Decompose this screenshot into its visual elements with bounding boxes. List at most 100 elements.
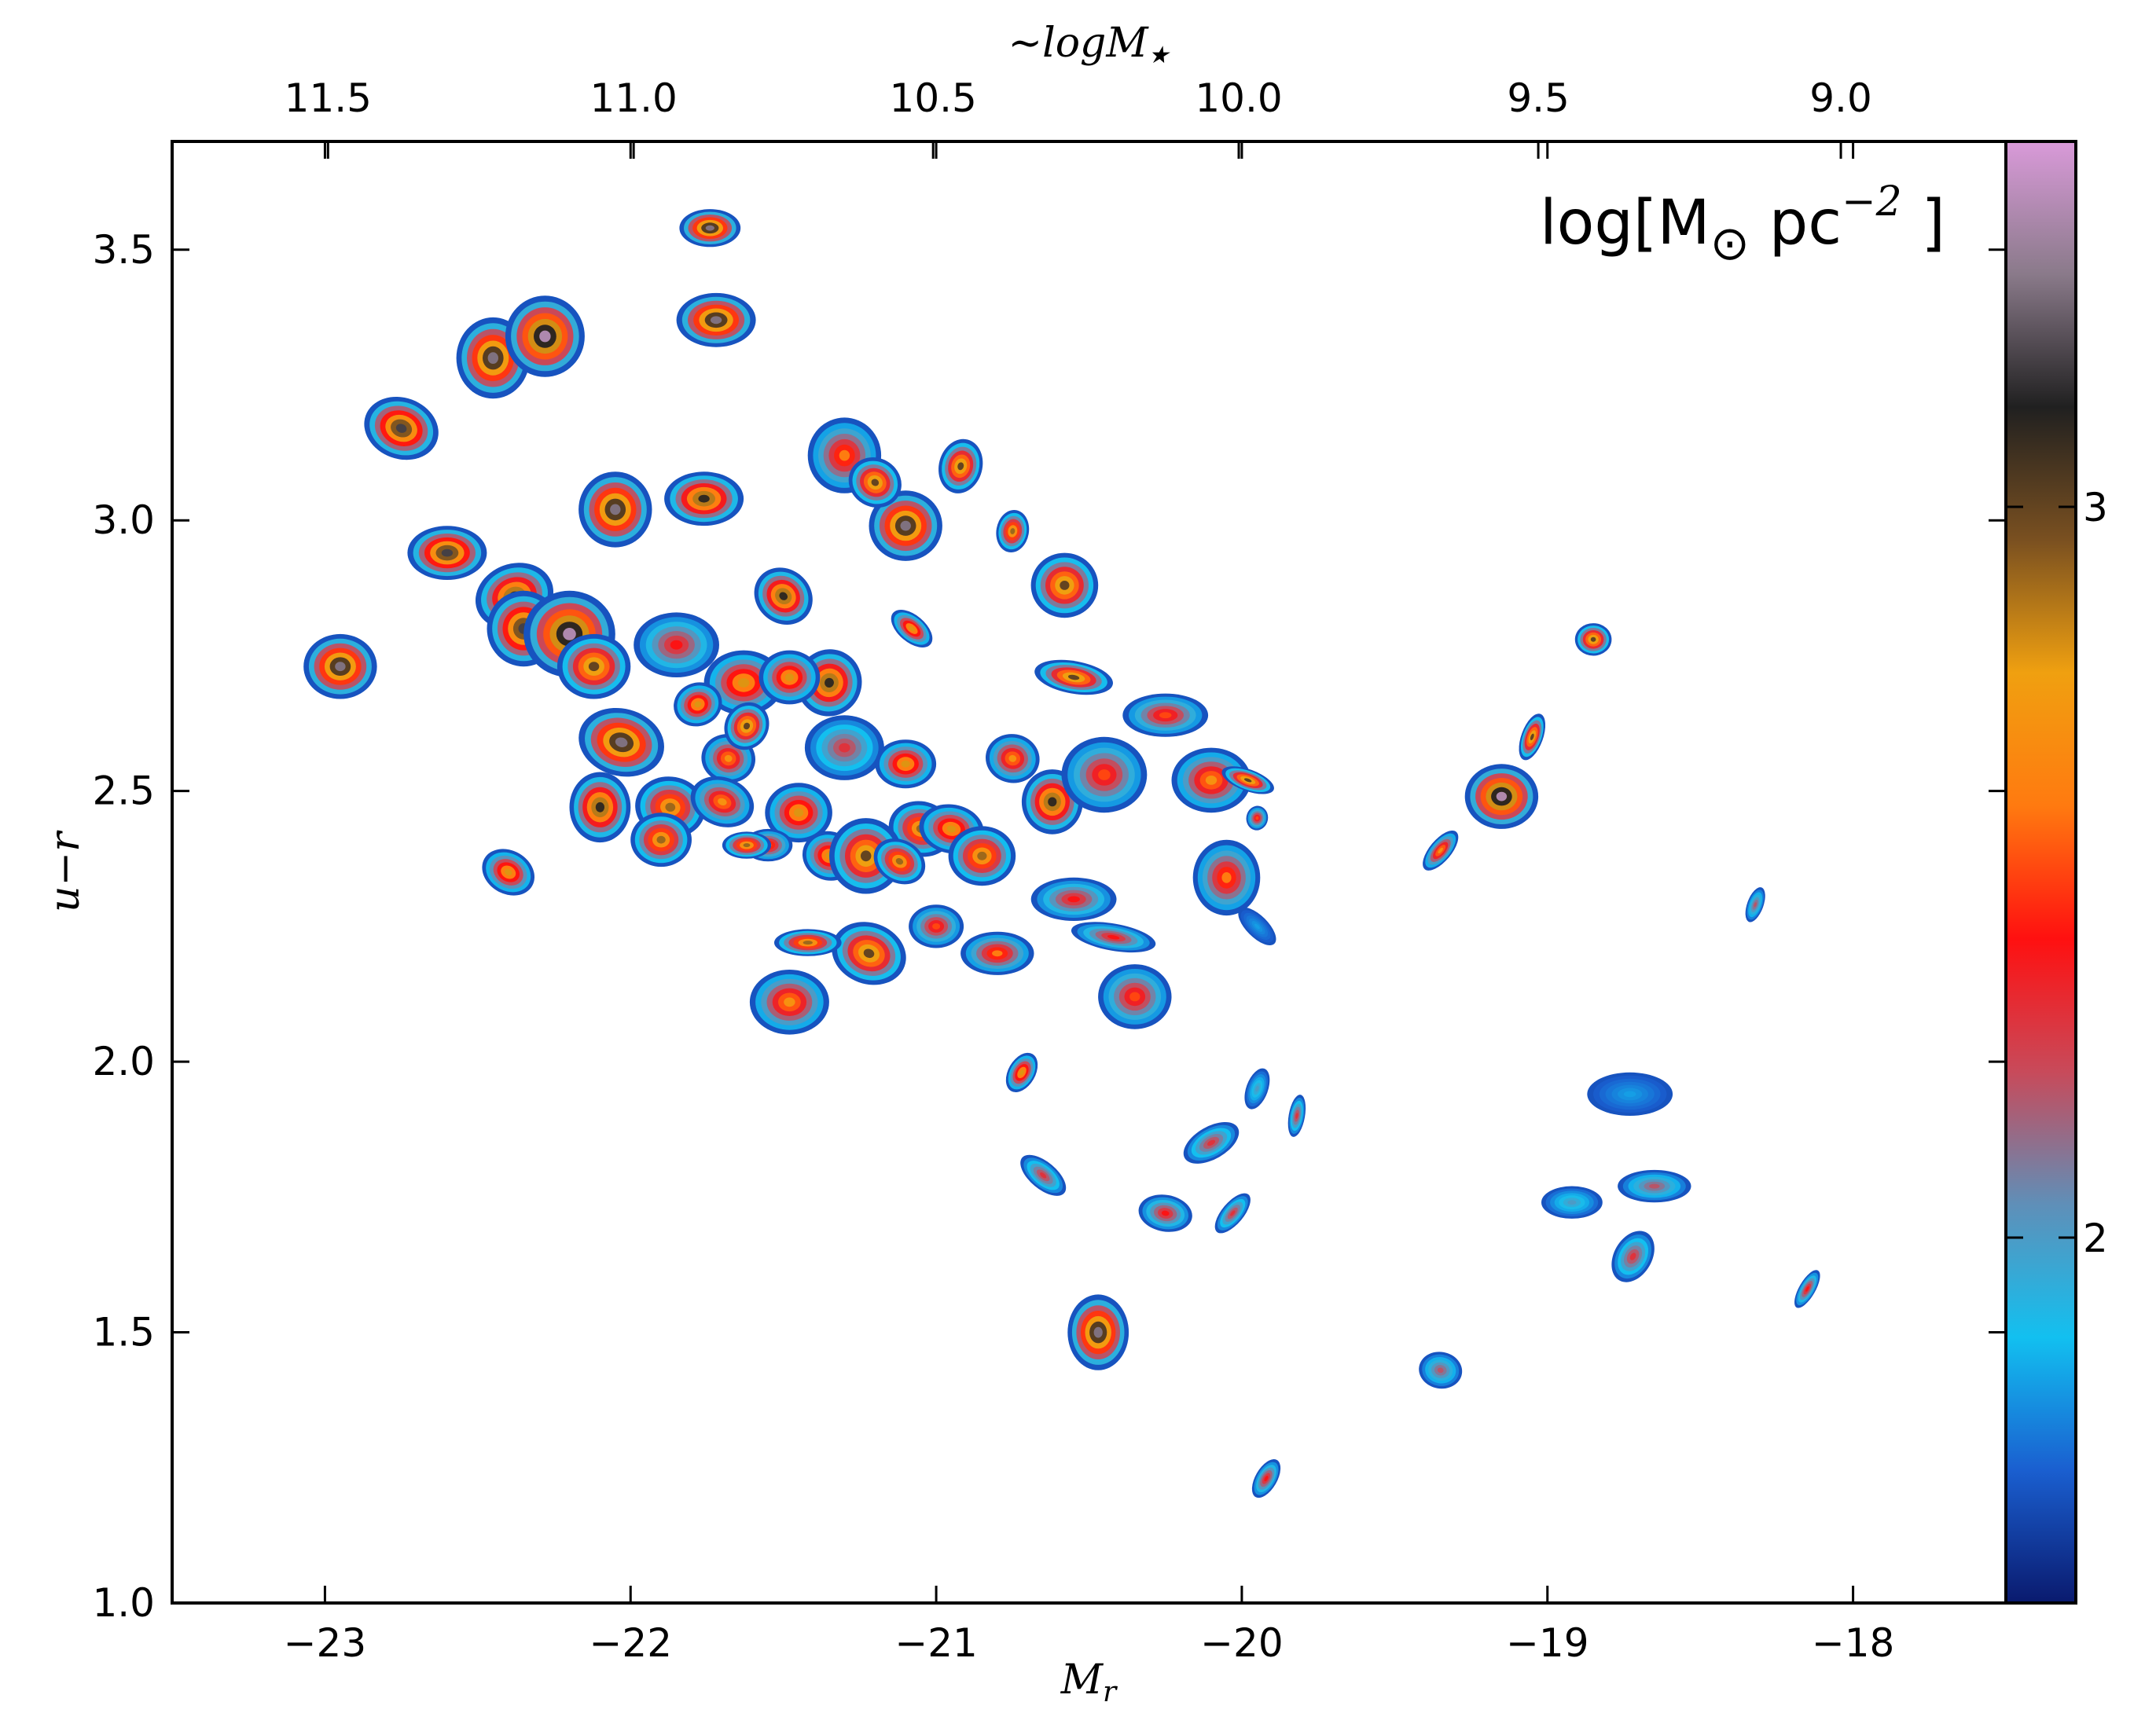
galaxy-isophote [1629,1253,1636,1260]
galaxy-marker [1183,1121,1240,1164]
galaxy-marker [724,702,769,750]
galaxy-marker [1244,1068,1270,1110]
galaxy-marker [722,831,772,859]
colorbar-tick-label: 2 [2083,1216,2108,1261]
colorbar [2004,140,2077,1605]
galaxy-marker [1574,623,1612,656]
galaxy-isophote [1230,1210,1236,1216]
galaxy-isophote [839,449,850,461]
galaxy-isophote [504,868,512,876]
galaxy-marker [1122,693,1209,737]
galaxy-marker [804,715,884,780]
galaxy-isophote [665,802,676,812]
galaxy-isophote [1255,1085,1259,1092]
galaxy-isophote [588,662,600,672]
galaxy-marker [1071,922,1156,953]
galaxy-marker [765,783,832,843]
axis-tick-labels: −23 −22 −21 −20 −19 −18 11.5 11.0 10.5 10.0 9.5 9.0… [92,75,1894,1666]
colorbar-ticks: 23 [2006,485,2108,1261]
top-x-tick-label: 11.0 [590,75,677,121]
top-x-tick-label: 10.5 [890,75,977,121]
galaxy-marker [1061,736,1148,813]
y-tick-label: 1.5 [92,1310,155,1355]
galaxy-marker [634,612,719,677]
x-axis-label: Mr [1060,1656,1118,1708]
galaxy-marker [1587,1072,1673,1116]
galaxy-marker [690,776,755,827]
galaxy-isophote [487,352,498,364]
galaxy-marker [505,295,585,377]
galaxy-isophote [710,316,722,325]
galaxy-isophote [784,997,795,1007]
galaxy-marker [1611,1231,1655,1282]
x-tick-label: −21 [894,1620,978,1666]
y-tick-label: 3.5 [92,227,155,273]
top-x-tick-label: 10.0 [1195,75,1282,121]
galaxy-isophote [1221,872,1232,883]
galaxy-isophote [595,801,604,812]
galaxy-isophote [784,673,794,681]
galaxy-marker [1794,1270,1820,1308]
axis-ticks [172,141,2006,1605]
galaxy-marker [832,922,906,985]
galaxy-marker [664,471,744,526]
galaxy-marker [1519,713,1546,761]
galaxy-isophote [1754,902,1757,908]
galaxy-marker [1238,907,1276,945]
galaxy-isophote [900,520,911,531]
galaxy-marker [938,438,983,493]
galaxy-marker [754,567,813,625]
colorbar-tick-label: 3 [2083,485,2108,530]
galaxy-marker [1138,1194,1192,1232]
galaxy-marker [1464,764,1539,829]
galaxy-isophote [670,640,683,650]
galaxy-isophote [895,858,904,865]
galaxy-isophote [737,678,750,688]
galaxy-isophote [1205,776,1218,785]
galaxy-isophote [1438,847,1443,854]
galaxy-isophote [1530,733,1534,740]
galaxy-isophote [1008,754,1017,762]
galaxy-isophote [1010,528,1016,534]
galaxy-isophote [1295,1113,1298,1119]
galaxy-marker [1419,1352,1463,1389]
galaxy-isophote [1805,1286,1809,1292]
galaxy-isophote [803,941,813,945]
galaxy-marker [848,457,902,508]
galaxy-marker [1251,1459,1281,1498]
galaxy-marker [873,838,926,885]
galaxy-isophote [1067,896,1080,903]
galaxy-marker [985,734,1040,783]
galaxy-isophote [718,798,727,806]
galaxy-isophote [1623,1091,1636,1098]
galaxy-isophote [743,722,751,730]
galaxy-isophote [1019,1069,1024,1076]
galaxy-isophote [1060,581,1070,590]
galaxy-isophote [932,923,941,930]
galaxy-isophote [992,950,1003,957]
galaxy-marker [1098,964,1172,1029]
plot-area [172,141,2006,1603]
galaxy-marker [1618,1169,1691,1203]
galaxy-marker [1030,552,1099,618]
galaxy-marker [1030,877,1117,921]
top-x-axis-label: ∼logM★ [1008,20,1171,69]
galaxy-marker [1005,1052,1038,1092]
galaxy-isophote [779,592,788,600]
galaxy-marker [869,490,942,561]
galaxy-isophote [656,835,666,844]
galaxy-isophote [1129,992,1140,1002]
galaxy-marker [1214,1193,1251,1234]
galaxy-marker [679,209,741,248]
galaxy-marker [891,610,933,647]
galaxy-isophote [1093,1326,1103,1338]
galaxy-marker [630,812,692,868]
galaxy-isophote [861,850,872,862]
galaxy-marker [1287,1095,1306,1137]
galaxy-isophote [395,424,407,433]
galaxy-isophote [1040,1172,1047,1179]
galaxy-isophote [610,504,621,515]
galaxy-isophote [563,628,576,640]
galaxy-marker [919,804,984,854]
